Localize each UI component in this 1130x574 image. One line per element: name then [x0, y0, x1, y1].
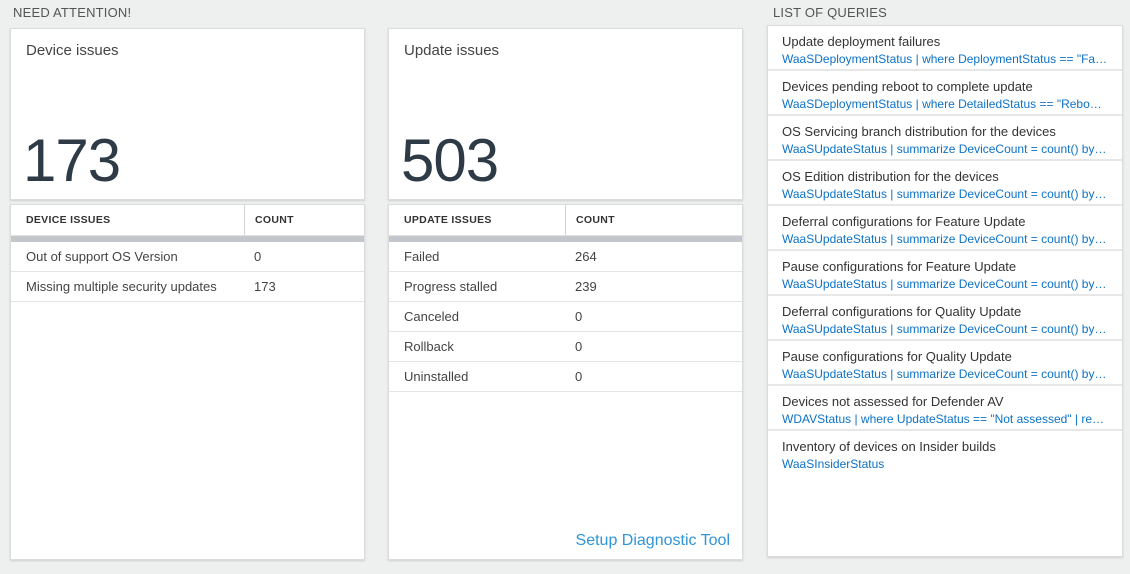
update-issue-label: Canceled [404, 309, 459, 324]
update-table-col-issues: UPDATE ISSUES [404, 214, 492, 226]
query-text: WaaSUpdateStatus | summarize DeviceCount… [782, 187, 1108, 201]
device-table-col-count: COUNT [244, 205, 364, 235]
query-text: WaaSUpdateStatus | summarize DeviceCount… [782, 232, 1108, 246]
query-text: WaaSUpdateStatus | summarize DeviceCount… [782, 142, 1108, 156]
query-list-item[interactable]: Deferral configurations for Quality Upda… [768, 296, 1122, 341]
device-issues-table: DEVICE ISSUES COUNT Out of support OS Ve… [10, 204, 365, 560]
update-issue-label: Rollback [404, 339, 454, 354]
device-issue-count: 173 [254, 279, 276, 294]
device-table-col-issues: DEVICE ISSUES [26, 214, 111, 226]
query-title: Pause configurations for Feature Update [782, 259, 1017, 274]
table-row[interactable]: Canceled 0 [389, 302, 742, 332]
update-issue-label: Failed [404, 249, 440, 264]
query-text: WaaSUpdateStatus | summarize DeviceCount… [782, 277, 1108, 291]
device-issue-count: 0 [254, 249, 262, 264]
query-title: Devices pending reboot to complete updat… [782, 79, 1033, 94]
query-list-item[interactable]: Devices pending reboot to complete updat… [768, 71, 1122, 116]
query-title: OS Edition distribution for the devices [782, 169, 999, 184]
table-row[interactable]: Missing multiple security updates 173 [11, 272, 364, 302]
device-table-divider-bar [11, 236, 364, 242]
list-of-queries-panel: Update deployment failures WaaSDeploymen… [767, 25, 1123, 557]
query-list-item[interactable]: Inventory of devices on Insider builds W… [768, 431, 1122, 476]
update-table-divider-bar [389, 236, 742, 242]
update-issue-count: 0 [575, 369, 583, 384]
query-title: Update deployment failures [782, 34, 941, 49]
table-row[interactable]: Out of support OS Version 0 [11, 242, 364, 272]
query-title: Deferral configurations for Feature Upda… [782, 214, 1026, 229]
query-list-item[interactable]: Devices not assessed for Defender AV WDA… [768, 386, 1122, 431]
update-table-col-count: COUNT [565, 205, 742, 235]
device-table-header: DEVICE ISSUES COUNT [11, 205, 364, 236]
query-title: Deferral configurations for Quality Upda… [782, 304, 1022, 319]
device-issues-count: 173 [23, 127, 121, 194]
query-list-item[interactable]: Pause configurations for Quality Update … [768, 341, 1122, 386]
query-title: Inventory of devices on Insider builds [782, 439, 996, 454]
query-title: Pause configurations for Quality Update [782, 349, 1012, 364]
device-issues-tile-title: Device issues [26, 42, 119, 59]
need-attention-heading: NEED ATTENTION! [13, 5, 132, 20]
update-issue-label: Progress stalled [404, 279, 498, 294]
query-list-item[interactable]: OS Servicing branch distribution for the… [768, 116, 1122, 161]
device-issue-label: Missing multiple security updates [26, 279, 217, 294]
query-text: WDAVStatus | where UpdateStatus == "Not … [782, 412, 1108, 426]
table-row[interactable]: Progress stalled 239 [389, 272, 742, 302]
table-row[interactable]: Uninstalled 0 [389, 362, 742, 392]
query-list-item[interactable]: Deferral configurations for Feature Upda… [768, 206, 1122, 251]
update-issue-count: 239 [575, 279, 597, 294]
update-issues-table: UPDATE ISSUES COUNT Failed 264 Progress … [388, 204, 743, 560]
setup-diagnostic-tool-link[interactable]: Setup Diagnostic Tool [575, 532, 730, 549]
query-list-item[interactable]: Pause configurations for Feature Update … [768, 251, 1122, 296]
update-issues-tile[interactable]: Update issues 503 [388, 28, 743, 200]
device-issues-tile[interactable]: Device issues 173 [10, 28, 365, 200]
query-text: WaaSInsiderStatus [782, 457, 885, 471]
update-issues-count: 503 [401, 127, 499, 194]
list-of-queries-heading: LIST OF QUERIES [773, 5, 888, 20]
query-text: WaaSUpdateStatus | summarize DeviceCount… [782, 322, 1108, 336]
update-issue-count: 0 [575, 339, 583, 354]
update-issue-count: 0 [575, 309, 583, 324]
table-row[interactable]: Failed 264 [389, 242, 742, 272]
update-table-header: UPDATE ISSUES COUNT [389, 205, 742, 236]
update-issue-label: Uninstalled [404, 369, 469, 384]
device-issue-label: Out of support OS Version [26, 249, 178, 264]
update-issue-count: 264 [575, 249, 597, 264]
query-text: WaaSUpdateStatus | summarize DeviceCount… [782, 367, 1108, 381]
query-text: WaaSDeploymentStatus | where DeploymentS… [782, 52, 1108, 66]
query-text: WaaSDeploymentStatus | where DetailedSta… [782, 97, 1108, 111]
query-list-item[interactable]: OS Edition distribution for the devices … [768, 161, 1122, 206]
query-title: OS Servicing branch distribution for the… [782, 124, 1056, 139]
table-row[interactable]: Rollback 0 [389, 332, 742, 362]
update-issues-tile-title: Update issues [404, 42, 500, 59]
query-list-item[interactable]: Update deployment failures WaaSDeploymen… [768, 26, 1122, 71]
query-title: Devices not assessed for Defender AV [782, 394, 1004, 409]
